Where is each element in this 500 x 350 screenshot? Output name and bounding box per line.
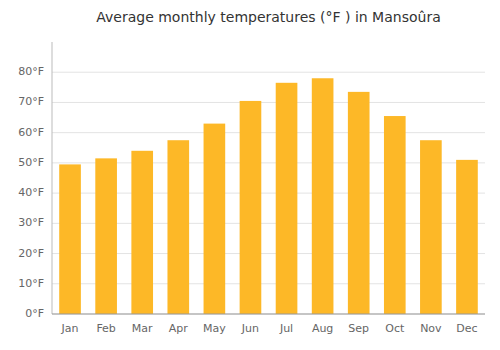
x-tick-label: Nov [420,322,442,335]
x-tick-label: Dec [456,322,477,335]
bar [95,158,117,314]
grid-line [52,132,485,133]
bar [420,140,442,314]
chart-container: Average monthly temperatures (°F ) in Ma… [0,0,500,350]
bars [59,78,478,314]
page: {"chart_data": {"type": "bar", "title": … [0,0,500,350]
x-tick-label: Mar [132,322,153,335]
x-tick-label: Aug [312,322,333,335]
x-tick-label: Feb [96,322,115,335]
y-tick-label: 70°F [18,95,44,108]
x-tick-label: Sep [348,322,369,335]
x-tick-label: May [203,322,226,335]
y-tick-label: 0°F [25,307,44,320]
x-tick-label: Jan [61,322,79,335]
y-tick-label: 10°F [18,277,44,290]
y-axis-line [52,42,53,314]
y-tick-label: 40°F [18,186,44,199]
bar [240,101,262,314]
grid-line [52,102,485,103]
chart-svg: Average monthly temperatures (°F ) in Ma… [0,0,500,350]
grid-line [52,72,485,73]
y-tick-label: 50°F [18,156,44,169]
y-axis: 0°F 10°F 20°F 30°F 40°F 50°F 60°F 70°F 80°F [18,42,52,320]
bar [167,140,189,314]
bar [348,92,370,314]
bar [312,78,334,314]
grid-line [52,314,485,315]
x-axis: Jan Feb Mar Apr May Jun Jul Aug Sep Oct Nov Dec [52,314,485,335]
x-tick-label: Jun [241,322,259,335]
bar [204,124,226,314]
bar [59,164,81,314]
bar [131,151,153,314]
y-tick-label: 20°F [18,247,44,260]
x-axis-line [52,314,485,315]
y-tick-label: 30°F [18,216,44,229]
bar [456,160,478,314]
bar [276,83,298,314]
y-tick-label: 60°F [18,126,44,139]
bar [384,116,406,314]
x-tick-label: Oct [385,322,405,335]
x-tick-label: Apr [169,322,189,335]
x-tick-label: Jul [279,322,293,335]
title: Average monthly temperatures (°F ) in Ma… [96,9,440,25]
grid [52,72,485,314]
y-tick-label: 80°F [18,65,44,78]
